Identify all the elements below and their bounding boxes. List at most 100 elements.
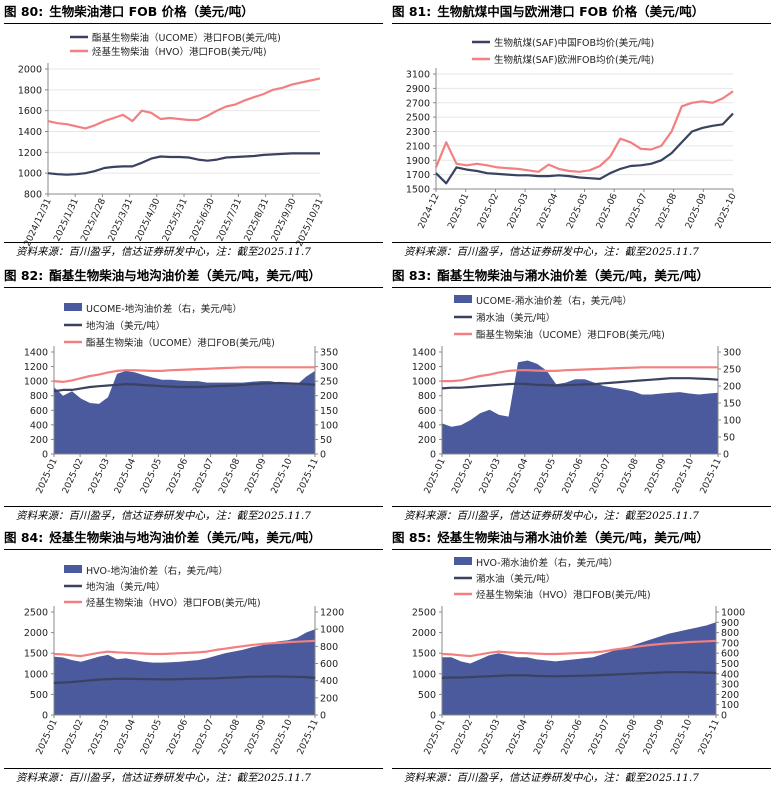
chart-hvo-uco-spread: HVO-地沟油价差（右，美元/吨） 地沟油（美元/吨） 烃基生物柴油（HVO）港口F… <box>24 565 344 757</box>
x-tick-label: 2025-03 <box>478 457 503 495</box>
series-line-1 <box>441 639 717 658</box>
legend-label: 生物航煤(SAF)欧洲FOB均价(美元/吨) <box>494 54 654 66</box>
x-tick-label: 2025-05 <box>532 718 557 756</box>
y-tick-label: 2000 <box>18 65 42 76</box>
x-tick-label: 2025-01 <box>35 718 60 756</box>
area-spread-series <box>54 629 315 715</box>
x-tick-label: 2025-03 <box>506 192 531 230</box>
y2-tick-label: 0 <box>723 450 729 461</box>
source-note: 资料来源：百川盈孚，信达证券研发中心，注：截至2025.11.7 <box>404 246 699 258</box>
y-tick-label: 0 <box>42 711 48 722</box>
x-tick-label: 2025-02 <box>476 192 501 230</box>
chart-title: 图 80: 生物柴油港口 FOB 价格（美元/吨） <box>4 4 254 19</box>
y2-tick-label: 250 <box>320 377 338 388</box>
y2-tick-label: 0 <box>721 711 727 722</box>
x-tick-label: 2025-06 <box>560 718 585 757</box>
y-tick-label: 200 <box>30 435 48 446</box>
area-spread-series <box>442 622 716 715</box>
y-tick-label: 0 <box>430 711 436 722</box>
x-tick-label: 2025-04 <box>113 718 138 757</box>
y2-tick-label: 50 <box>723 433 735 444</box>
x-tick-label: 2025-07 <box>587 718 612 756</box>
legend-label: 烃基生物柴油（HVO）港口FOB(美元/吨) <box>476 589 651 601</box>
y-tick-label: 200 <box>418 435 436 446</box>
y2-tick-label: 250 <box>723 365 741 376</box>
y-tick-label: 400 <box>418 420 436 431</box>
chart-title: 图 85: 烃基生物柴油与潲水油价差（美元/吨，美元/吨） <box>392 530 709 545</box>
y-tick-label: 500 <box>418 690 436 701</box>
y-tick-label: 2900 <box>406 84 430 95</box>
x-tick-label: 2025-05 <box>565 192 590 230</box>
chart-title: 图 81: 生物航煤中国与欧洲港口 FOB 价格（美元/吨） <box>392 4 705 19</box>
chart-title: 图 82: 酯基生物柴油与地沟油价差（美元/吨，美元/吨） <box>4 268 321 283</box>
chart-title: 图 84: 烃基生物柴油与地沟油价差（美元/吨，美元/吨） <box>4 530 321 545</box>
x-tick-label: 2025-01 <box>423 718 448 756</box>
y2-tick-label: 600 <box>721 649 739 660</box>
title-rule <box>392 287 771 288</box>
x-tick-label: 2025-09 <box>684 192 709 231</box>
area-spread-series <box>54 370 315 454</box>
y2-tick-label: 500 <box>721 659 739 670</box>
y2-tick-label: 100 <box>723 416 741 427</box>
title-rule <box>4 23 383 24</box>
x-tick-label: 2025-03 <box>478 718 503 756</box>
y-tick-label: 800 <box>30 391 48 402</box>
legend-swatch-area <box>64 565 82 573</box>
x-tick-label: 2025-02 <box>61 457 86 495</box>
y-tick-label: 1800 <box>18 85 42 96</box>
legend-label: 酯基生物柴油（UCOME）港口FOB(美元/吨) <box>86 337 275 349</box>
title-rule <box>4 549 383 550</box>
x-tick-label: 2025-05 <box>533 457 558 495</box>
y2-tick-label: 300 <box>320 362 338 373</box>
x-tick-label: 2025/4/30 <box>134 197 163 243</box>
x-tick-label: 2024/12/31 <box>23 197 54 248</box>
series-line-1 <box>53 366 315 383</box>
x-tick-label: 2025-05 <box>139 718 164 756</box>
x-tick-label: 2025-04 <box>536 192 561 231</box>
x-tick-label: 2025-03 <box>87 457 112 495</box>
chart-ucome-uco-spread: UCOME-地沟油价差（右，美元/吨） 地沟油（美元/吨） 酯基生物柴油（UCOME… <box>24 303 338 496</box>
x-tick-label: 2025-09 <box>644 457 669 496</box>
legend-label: 酯基生物柴油（UCOME）港口FOB(美元/吨) <box>92 32 281 44</box>
legend-label: HVO-潲水油价差（右，美元/吨） <box>476 557 618 569</box>
x-tick-label: 2025-07 <box>191 718 216 756</box>
legend-label: 潲水油（美元/吨） <box>476 573 555 585</box>
x-tick-label: 2024-12 <box>417 192 442 230</box>
legend-swatch-area <box>454 295 472 303</box>
y2-tick-label: 700 <box>721 638 739 649</box>
y2-tick-label: 150 <box>723 399 741 410</box>
x-tick-label: 2025-08 <box>217 718 242 757</box>
y-tick-label: 800 <box>24 190 42 201</box>
y2-tick-label: 100 <box>721 700 739 711</box>
y-tick-label: 2000 <box>412 628 436 639</box>
y-tick-label: 1500 <box>406 185 430 196</box>
source-note: 资料来源：百川盈孚，信达证券研发中心，注：截至2025.11.7 <box>404 772 699 784</box>
legend-label: UCOME-潲水油价差（右，美元/吨） <box>476 295 632 307</box>
y-tick-label: 2500 <box>406 113 430 124</box>
y-tick-label: 1000 <box>24 669 48 680</box>
series-line-0 <box>435 112 734 185</box>
y-tick-label: 1000 <box>412 669 436 680</box>
y-tick-label: 1600 <box>18 106 42 117</box>
y-tick-label: 1200 <box>18 148 42 159</box>
x-tick-label: 2025-03 <box>87 718 112 756</box>
series-line-1 <box>53 639 316 658</box>
x-tick-label: 2025-11 <box>296 718 321 756</box>
legend-label: 烃基生物柴油（HVO）港口FOB(美元/吨) <box>86 597 261 609</box>
y-tick-label: 1900 <box>406 156 430 167</box>
y2-tick-label: 200 <box>320 693 338 704</box>
y2-tick-label: 900 <box>721 618 739 629</box>
y-tick-label: 2500 <box>24 608 48 619</box>
x-tick-label: 2025-11 <box>697 718 722 756</box>
area-spread-series <box>442 360 718 454</box>
y2-tick-label: 800 <box>320 642 338 653</box>
series-line-1 <box>47 77 321 130</box>
source-note: 资料来源：百川盈孚，信达证券研发中心，注：截至2025.11.7 <box>16 510 311 522</box>
source-rule <box>4 768 383 769</box>
legend-label: HVO-地沟油价差（右，美元/吨） <box>86 565 228 577</box>
x-tick-label: 2025-08 <box>217 457 242 496</box>
x-tick-label: 2025-07 <box>588 457 613 495</box>
source-note: 资料来源：百川盈孚，信达证券研发中心，注：截至2025.11.7 <box>404 510 699 522</box>
y-tick-label: 1500 <box>412 649 436 660</box>
chart-ucome-swill-spread: UCOME-潲水油价差（右，美元/吨） 潲水油（美元/吨） 酯基生物柴油（UCOME… <box>412 295 741 496</box>
